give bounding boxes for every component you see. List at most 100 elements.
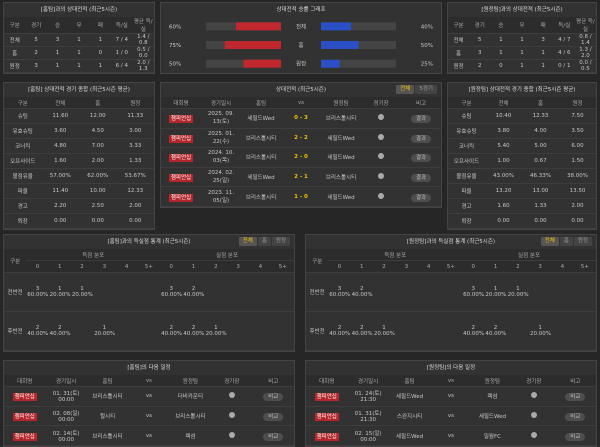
panel-header: [홈팀]과의 상대전적 (최근5시즌) (4, 3, 154, 17)
score: 2 - 1 (294, 174, 308, 181)
table-cell: 더비카운티 (169, 386, 212, 407)
action-button[interactable]: 결과 (410, 174, 432, 183)
table-cell: 3.80 (485, 123, 522, 139)
table-cell: 3 (46, 33, 69, 47)
panel-title: [홈팀]과의 득실점 통계 (최근5시즌) (107, 239, 191, 245)
table-cell: 비교 (252, 425, 294, 446)
table-cell: 챔피언십 (306, 425, 348, 446)
tab[interactable]: 원정 (271, 237, 290, 246)
table-cell: 브리스톨시티 (241, 147, 281, 168)
table-cell: 브리스톨시티 (169, 406, 212, 427)
table-row: 슈팅 10.40 12.33 7.50 (448, 108, 596, 124)
tab[interactable]: 홈 (257, 237, 271, 246)
table-cell: 세필드Wed (388, 386, 431, 407)
action-button[interactable]: 결과 (410, 154, 432, 163)
away-bar (321, 22, 351, 31)
action-button[interactable]: 결과 (410, 193, 432, 202)
home-bar (243, 59, 281, 68)
column-header: 0 (160, 260, 183, 273)
table-cell: 0 (490, 59, 512, 73)
column-header: 홈팀 (241, 97, 281, 109)
table-cell: 챔피언십 (4, 386, 46, 407)
column-header: vs (430, 375, 472, 387)
action-button[interactable]: 비교 (565, 432, 586, 441)
table-row: 퇴장 0.00 0.00 0.00 (4, 213, 154, 229)
tab[interactable]: 전체 (396, 85, 415, 94)
column-header: 2 (204, 260, 227, 273)
panel: [원정팀]의 다음 일정 대회명 경기일시 홈팀 vs 원정팀 경기장 비고 챔피언십 01. 2… (305, 360, 597, 447)
table-cell: 1.4 / 0.8 (132, 33, 154, 47)
action-button[interactable]: 비교 (565, 393, 586, 402)
table-cell: 12.33 (522, 108, 559, 124)
table-cell: 3.60 (41, 123, 79, 139)
table-cell: 홈 (4, 46, 26, 60)
column-header: 원정팀 (321, 97, 361, 109)
column-header: 0 (26, 260, 49, 273)
table-cell: 1 (511, 33, 533, 47)
table-cell: 원정 (4, 59, 26, 73)
table-cell: 3 60.00% (462, 272, 485, 312)
column-header: 경기일시 (45, 375, 87, 387)
table-cell: 1 (46, 59, 69, 73)
action-button[interactable]: 비교 (565, 412, 586, 421)
table-row: 챔피언십 2025. 09. 13(토) 세필드Wed 0 - 3 브리스톨시티 결과 (161, 108, 441, 129)
table-cell: 챔피언십 (4, 425, 46, 446)
table-cell: 3 (25, 59, 47, 73)
action-button[interactable]: 비교 (263, 432, 284, 441)
table-cell: 3.50 (559, 123, 596, 139)
table-row: 원정 3 1 1 1 6 / 4 2.0 / 1.3 (4, 59, 154, 73)
tab[interactable]: 홈 (559, 237, 573, 246)
panel-header: 상대전적 (최근5시즌) 전체 5경기 (161, 83, 441, 97)
away-bar (321, 41, 359, 49)
table-row: 전체 5 1 1 3 4 / 7 0.8 / 1.4 (448, 33, 596, 47)
table-row: 파울 11.40 10.00 12.33 (4, 183, 154, 199)
table-cell (204, 272, 227, 312)
table-cell (115, 311, 138, 351)
column-header: 3 (528, 260, 552, 273)
stadium-icon (378, 173, 384, 180)
column-header: 3 (226, 260, 250, 273)
table-cell: 1 (532, 59, 554, 73)
column-header: vs (128, 375, 170, 387)
action-button[interactable]: 결과 (410, 115, 432, 124)
track (321, 59, 396, 68)
panel-header: [원정팀]의 다음 일정 (306, 361, 596, 375)
league-badge: 챔피언십 (314, 393, 339, 402)
column-header: 전체 (485, 97, 522, 109)
table-cell: 챔피언십 (306, 406, 348, 427)
tab[interactable]: 전체 (540, 237, 559, 246)
column-header: 경기일시 (347, 375, 389, 387)
table-cell: 2 40.00% (26, 311, 49, 351)
stadium-icon (228, 392, 235, 399)
table-cell (551, 272, 574, 312)
column-header: 원정 (116, 97, 154, 109)
table-cell: 01. 31(토) 21:30 (347, 406, 389, 427)
table-cell (395, 311, 418, 351)
table-cell: 2.00 (79, 153, 117, 169)
table-cell: 렉섬 (471, 386, 514, 407)
action-button[interactable]: 비교 (263, 412, 284, 421)
tab[interactable]: 전체 (238, 237, 257, 246)
table-cell: 0.00 (116, 213, 154, 229)
table-cell: 3 60.00% (328, 272, 351, 312)
table-cell: 브리스톨시티 (86, 386, 129, 407)
tabs: 전체 5경기 (395, 85, 437, 94)
action-button[interactable]: 결과 (410, 134, 432, 143)
stadium-icon (228, 431, 235, 438)
table-cell: 57.00% (41, 168, 79, 184)
tab[interactable]: 원정 (573, 237, 592, 246)
stadium-cell (513, 386, 555, 407)
table-cell: 오프사이드 (448, 153, 485, 169)
table-row: 퇴장 0.00 0.00 0.00 (448, 213, 596, 229)
tab[interactable]: 5경기 (415, 85, 437, 94)
table-cell: vs (128, 425, 170, 446)
home-bar (224, 41, 281, 49)
table-row: 코너킥 5.40 5.00 6.00 (448, 138, 596, 154)
data-table: 대회명 경기일시 홈팀 vs 원정팀 경기장 비고 챔피언십 2025. 09. 13(토) 세필… (161, 97, 441, 207)
table-cell: 전체 (448, 33, 470, 47)
column-header: 경기장 (211, 375, 253, 387)
column-header: 3 (395, 260, 418, 273)
column-header: 비고 (401, 97, 441, 109)
action-button[interactable]: 비교 (263, 393, 284, 402)
table-cell: 12.33 (116, 183, 154, 199)
